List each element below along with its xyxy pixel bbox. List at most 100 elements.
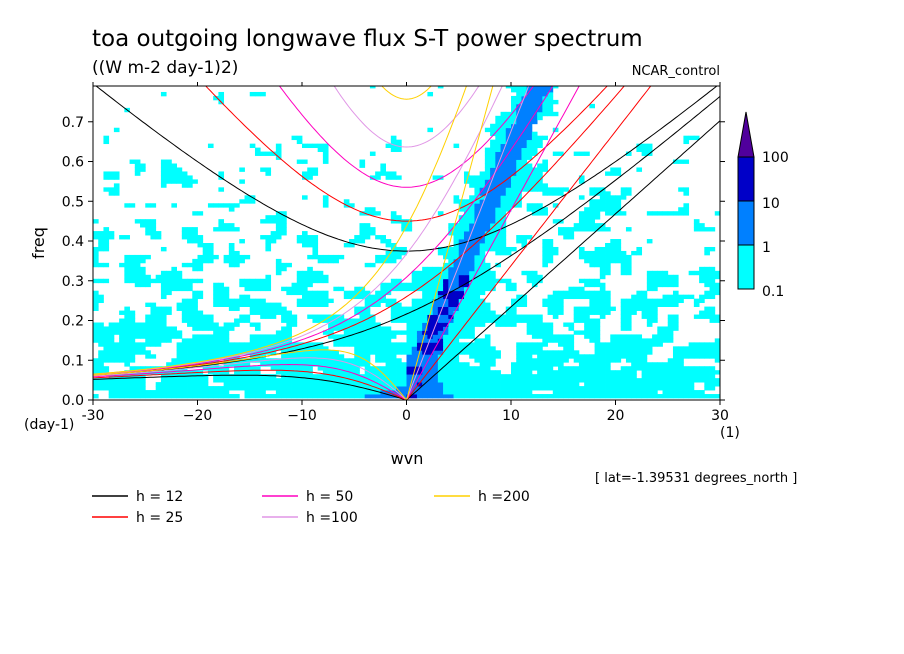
spectrum-cell xyxy=(349,334,355,339)
spectrum-cell xyxy=(281,262,287,268)
spectrum-cell xyxy=(620,322,627,327)
spectrum-cell xyxy=(594,254,601,260)
spectrum-cell xyxy=(296,286,303,292)
spectrum-cell xyxy=(620,195,627,200)
spectrum-cell xyxy=(422,282,428,288)
spectrum-cell xyxy=(317,290,324,296)
spectrum-cell xyxy=(610,346,616,351)
spectrum-cell xyxy=(192,342,198,347)
spectrum-cell xyxy=(244,378,251,383)
spectrum-cell xyxy=(443,302,449,307)
spectrum-cell xyxy=(516,111,522,117)
spectrum-cell xyxy=(228,246,235,252)
spectrum-cell xyxy=(411,278,418,284)
spectrum-cell xyxy=(469,350,475,355)
spectrum-cell xyxy=(693,378,700,383)
spectrum-cell xyxy=(578,223,585,228)
spectrum-cell xyxy=(291,135,298,141)
spectrum-cell xyxy=(484,394,491,399)
spectrum-cell xyxy=(213,294,219,300)
spectrum-cell xyxy=(202,250,209,256)
spectrum-cell xyxy=(636,346,643,351)
spectrum-cell xyxy=(134,322,141,327)
spectrum-cell xyxy=(636,386,643,391)
spectrum-cell xyxy=(547,111,554,117)
spectrum-cell xyxy=(573,394,580,399)
spectrum-cell xyxy=(416,302,423,307)
spectrum-cell xyxy=(338,390,345,395)
spectrum-cell xyxy=(406,326,413,331)
spectrum-cell xyxy=(547,99,554,105)
spectrum-cell xyxy=(678,386,684,391)
spectrum-cell xyxy=(500,318,507,323)
spectrum-cell xyxy=(364,366,371,371)
spectrum-cell xyxy=(584,310,590,315)
spectrum-cell xyxy=(307,294,313,300)
spectrum-cell xyxy=(453,290,460,296)
spectrum-cell xyxy=(526,354,533,359)
spectrum-cell xyxy=(401,310,407,315)
spectrum-cell xyxy=(552,354,559,359)
spectrum-cell xyxy=(218,370,225,375)
spectrum-cell xyxy=(197,258,204,264)
spectrum-cell xyxy=(234,254,240,260)
spectrum-cell xyxy=(526,203,533,208)
spectrum-cell xyxy=(511,175,517,180)
spectrum-cell xyxy=(317,314,324,319)
spectrum-cell xyxy=(134,386,141,391)
spectrum-cell xyxy=(333,390,339,395)
spectrum-cell xyxy=(437,350,444,355)
spectrum-cell xyxy=(244,302,251,307)
spectrum-cell xyxy=(359,163,366,168)
spectrum-cell xyxy=(129,270,136,276)
spectrum-cell xyxy=(437,326,444,331)
spectrum-cell xyxy=(432,314,439,319)
spectrum-cell xyxy=(108,394,115,399)
spectrum-cell xyxy=(281,314,287,319)
spectrum-cell xyxy=(657,330,663,335)
spectrum-cell xyxy=(202,390,209,395)
spectrum-cell xyxy=(667,390,674,395)
spectrum-cell xyxy=(589,227,595,232)
spectrum-cell xyxy=(176,270,183,276)
spectrum-cell xyxy=(578,394,585,399)
spectrum-cell xyxy=(134,167,141,172)
spectrum-cell xyxy=(589,366,595,371)
spectrum-cell xyxy=(359,330,366,335)
spectrum-cell xyxy=(249,382,256,387)
spectrum-cell xyxy=(396,175,402,180)
spectrum-cell xyxy=(620,378,627,383)
spectrum-cell xyxy=(484,171,491,176)
spectrum-cell xyxy=(693,219,700,224)
spectrum-cell xyxy=(155,386,162,391)
spectrum-cell xyxy=(390,354,397,359)
spectrum-cell xyxy=(573,330,580,335)
spectrum-cell xyxy=(610,203,616,208)
spectrum-cell xyxy=(275,370,282,375)
spectrum-cell xyxy=(307,266,313,272)
spectrum-cell xyxy=(213,302,219,307)
spectrum-cell xyxy=(620,354,627,359)
spectrum-cell xyxy=(594,306,601,311)
spectrum-cell xyxy=(375,370,381,375)
spectrum-cell xyxy=(709,227,716,232)
spectrum-cell xyxy=(688,270,695,276)
spectrum-cell xyxy=(490,155,496,160)
spectrum-cell xyxy=(254,394,261,399)
spectrum-cell xyxy=(552,302,559,307)
spectrum-cell xyxy=(98,378,104,383)
spectrum-cell xyxy=(197,235,204,240)
spectrum-cell xyxy=(113,171,120,176)
spectrum-cell xyxy=(249,334,256,339)
spectrum-cell xyxy=(479,382,486,387)
spectrum-cell xyxy=(709,290,716,296)
spectrum-cell xyxy=(150,330,157,335)
spectrum-cell xyxy=(610,199,616,204)
spectrum-cell xyxy=(631,390,637,395)
spectrum-cell xyxy=(463,326,470,331)
spectrum-cell xyxy=(552,99,559,105)
spectrum-cell xyxy=(594,338,601,343)
spectrum-cell xyxy=(265,374,272,379)
spectrum-cell xyxy=(333,350,339,355)
spectrum-cell xyxy=(197,378,204,383)
